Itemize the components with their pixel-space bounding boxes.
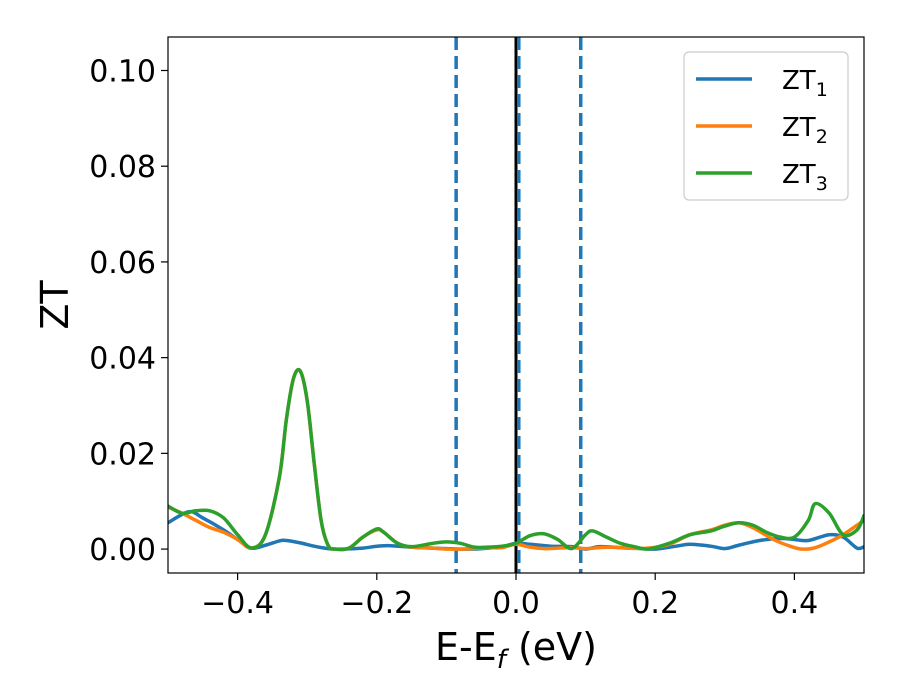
y-axis: 0.00 0.02 0.04 0.06 0.08 0.10 <box>89 55 168 568</box>
legend: ZT1 ZT2 ZT3 <box>683 51 849 201</box>
x-axis-label: E-Ef (eV) <box>435 625 597 675</box>
legend-label-zt3: ZT3 <box>782 160 828 195</box>
x-axis: −0.4 −0.2 0.0 0.2 0.4 <box>201 573 818 621</box>
y-tick-label: 0.08 <box>89 150 156 185</box>
x-tick-label: −0.4 <box>201 586 274 621</box>
series-lines <box>168 367 864 552</box>
x-tick-label: 0.4 <box>771 586 819 621</box>
y-axis-label: ZT <box>33 280 77 330</box>
y-tick-label: 0.02 <box>89 437 156 472</box>
reference-lines <box>454 37 583 573</box>
y-tick-label: 0.00 <box>89 533 156 568</box>
legend-label-zt1: ZT1 <box>782 66 828 101</box>
y-tick-label: 0.04 <box>89 342 156 377</box>
y-tick-label: 0.10 <box>89 55 156 90</box>
x-axis-label-suffix: (eV) <box>506 625 597 669</box>
x-tick-label: 0.2 <box>631 586 679 621</box>
x-tick-label: −0.2 <box>340 586 413 621</box>
legend-label-zt2: ZT2 <box>782 113 828 148</box>
legend-box <box>683 51 849 201</box>
series-line-zt3 <box>168 367 864 552</box>
y-tick-label: 0.06 <box>89 246 156 281</box>
x-tick-label: 0.0 <box>492 586 540 621</box>
x-axis-label-base: E-E <box>435 625 497 669</box>
